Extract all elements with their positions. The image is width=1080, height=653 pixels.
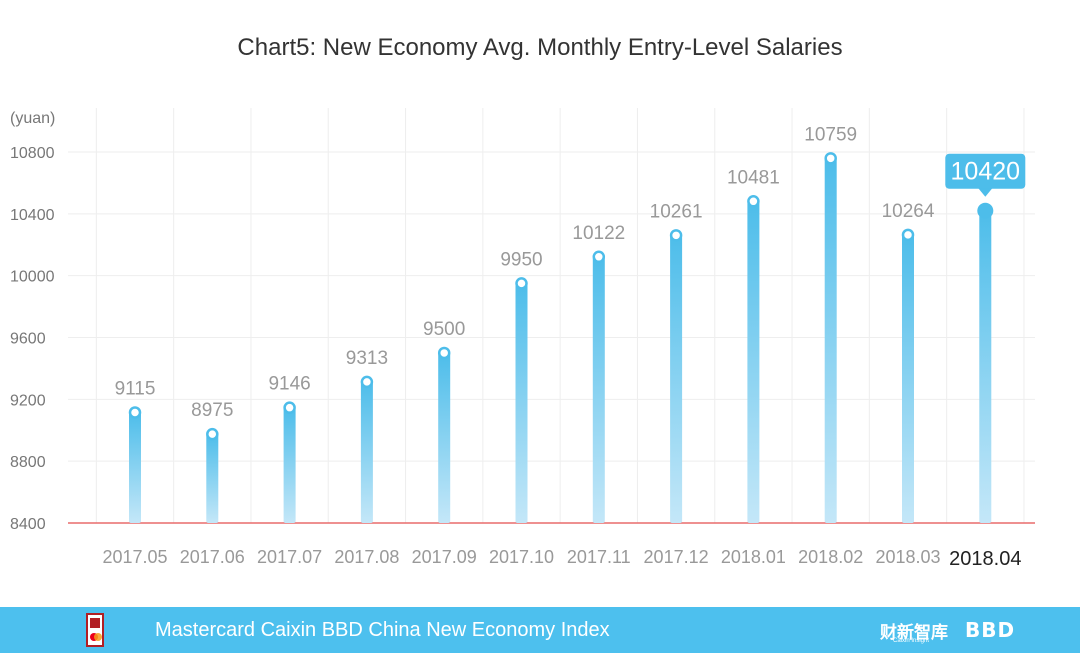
bar: [129, 412, 141, 523]
bar-marker: [901, 228, 915, 242]
data-label: 8975: [191, 400, 233, 421]
y-axis-label: (yuan): [10, 110, 55, 127]
new-economy-index-logo-icon: [86, 613, 104, 647]
bar-marker: [747, 195, 760, 208]
bar-marker: [206, 427, 219, 441]
data-label: 9115: [115, 378, 156, 399]
bar-marker: [128, 406, 142, 419]
data-label: 9313: [346, 348, 388, 369]
x-tick-label: 2017.08: [334, 547, 399, 567]
y-tick-label: 10000: [10, 269, 55, 286]
data-label: 10122: [572, 223, 625, 244]
data-label: 10481: [727, 167, 780, 188]
bar: [902, 234, 914, 523]
data-label: 10264: [882, 201, 935, 222]
highlight-callout: 10420: [945, 153, 1026, 197]
bar: [824, 158, 837, 523]
bar-marker: [977, 202, 994, 219]
x-tick-label: 2017.10: [489, 547, 554, 567]
bar-marker: [360, 375, 374, 389]
footer-index-name: Mastercard Caixin BBD China New Economy …: [155, 619, 610, 641]
callout-pointer: [978, 188, 993, 197]
caixin-insight-logo: 财新智库: [880, 623, 948, 643]
bar: [592, 256, 605, 523]
y-tick-label: 9200: [10, 392, 46, 409]
bbd-logo: BBD: [965, 618, 1016, 642]
footer-bar: Mastercard Caixin BBD China New Economy …: [0, 607, 1080, 653]
x-tick-label: 2017.06: [180, 547, 245, 567]
bar-marker: [283, 401, 296, 414]
y-tick-label: 8800: [10, 454, 46, 471]
data-label: 10261: [650, 201, 703, 222]
bar: [283, 407, 296, 523]
data-label: 10759: [804, 124, 857, 145]
bar: [206, 434, 219, 523]
bar-marker: [515, 277, 528, 290]
x-tick-label: 2018.04: [949, 548, 1021, 570]
x-tick-label: 2018.01: [721, 547, 786, 567]
bar: [515, 283, 528, 523]
x-tick-label: 2018.02: [798, 547, 863, 567]
bar-marker: [824, 152, 837, 165]
bar: [670, 235, 683, 523]
caixin-insight-subtitle: Caixin Insight: [893, 638, 930, 644]
bar: [438, 352, 451, 523]
x-tick-label: 2017.07: [257, 547, 322, 567]
y-tick-label: 8400: [10, 516, 46, 533]
data-label: 9950: [500, 249, 542, 270]
x-tick-label: 2017.09: [412, 547, 477, 567]
callout-box: [945, 153, 1026, 189]
bar: [360, 381, 373, 523]
x-tick-label: 2017.05: [102, 547, 167, 567]
x-tick-label: 2017.11: [567, 547, 631, 567]
bar: [747, 201, 760, 524]
data-label: 10420: [951, 158, 1021, 186]
bar-marker: [592, 250, 606, 264]
bar-marker: [437, 346, 451, 360]
bar-marker: [669, 229, 683, 242]
bar-chart: (yuan) 8400 8800 9200 9600 10000 10400 10800 9…: [10, 108, 1035, 570]
bar: [979, 210, 992, 523]
data-label: 9146: [268, 374, 310, 395]
y-tick-label: 9600: [10, 331, 46, 348]
y-tick-label: 10800: [10, 145, 55, 162]
x-tick-label: 2017.12: [644, 547, 709, 567]
chart-title: Chart5: New Economy Avg. Monthly Entry-L…: [237, 34, 843, 61]
x-tick-label: 2018.03: [875, 547, 940, 567]
data-label: 9500: [423, 319, 465, 340]
y-tick-label: 10400: [10, 207, 55, 224]
